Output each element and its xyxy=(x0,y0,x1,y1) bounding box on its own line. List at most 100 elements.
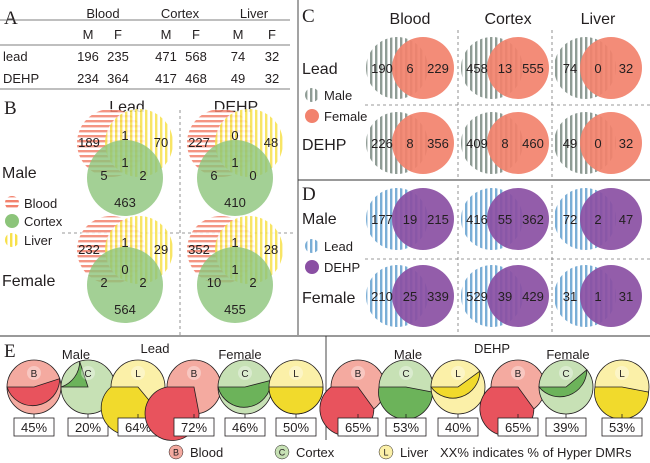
panel-a: A Blood Cortex Liver M F M F M F lead DE… xyxy=(0,6,290,90)
dehp-set-circle xyxy=(487,188,549,250)
panel-c-legend: Male Female xyxy=(305,88,367,124)
percent-box xyxy=(497,417,539,437)
venn-two-way: 177 19 215 xyxy=(366,188,454,250)
table-header-tissue: Liver xyxy=(240,6,269,21)
pie-hyper-wedge xyxy=(378,386,433,420)
venn-count: 356 xyxy=(427,136,449,151)
percent-label: 50% xyxy=(283,420,309,435)
table-header-sex: M xyxy=(233,27,244,42)
venn-count: 1 xyxy=(231,155,238,170)
column-title: Cortex xyxy=(484,11,531,28)
venn-two-way: 210 25 339 xyxy=(366,265,454,327)
pie-hyper-wedge xyxy=(594,386,649,420)
venn-count: 5 xyxy=(100,168,107,183)
sex-title: Female xyxy=(218,347,261,362)
hyper-dmr-pie: C 39% xyxy=(538,359,594,437)
pie-tissue-letter: L xyxy=(293,369,299,380)
percent-label: 45% xyxy=(21,420,47,435)
hyper-dmr-pie: L 40% xyxy=(430,359,486,437)
venn-two-way: 31 1 31 xyxy=(554,265,642,327)
venn-count: 429 xyxy=(522,289,544,304)
percent-label: 39% xyxy=(553,420,579,435)
table-header-sex: F xyxy=(268,27,276,42)
table-row-label: lead xyxy=(3,49,28,64)
legend-label: Liver xyxy=(24,233,53,248)
hyper-dmr-pie: B 65% xyxy=(479,359,546,437)
hyper-dmr-pie: C 20% xyxy=(60,359,116,437)
venn-count: 362 xyxy=(522,212,544,227)
pie-tissue-letter: L xyxy=(619,369,625,380)
hyper-dmr-pie: C 46% xyxy=(217,359,273,437)
dehp-set-circle xyxy=(580,188,642,250)
table-header-sex: M xyxy=(161,27,172,42)
blood-legend-badge xyxy=(168,444,184,460)
percent-box xyxy=(545,417,587,437)
venn-count: 177 xyxy=(371,212,393,227)
venn-count: 6 xyxy=(210,168,217,183)
legend-badge-letter: C xyxy=(279,448,286,458)
liver-legend-badge xyxy=(378,444,394,460)
percent-box xyxy=(13,417,55,437)
pie-tissue-letter: C xyxy=(84,369,91,380)
pie-hyper-wedge xyxy=(538,368,588,398)
venn-count: 0 xyxy=(594,61,601,76)
venn-two-way: 49 0 32 xyxy=(554,112,642,174)
venn-count: 55 xyxy=(498,212,512,227)
venn-count: 352 xyxy=(188,242,210,257)
column-title: Liver xyxy=(581,11,616,28)
table-cell: 74 xyxy=(231,49,245,64)
venn-two-way: 190 6 229 xyxy=(366,37,454,99)
dehp-set-circle xyxy=(580,265,642,327)
sex-title: Female xyxy=(546,347,589,362)
female-set-circle xyxy=(487,37,549,99)
cortex-legend-badge xyxy=(274,444,290,460)
venn-count: 339 xyxy=(427,289,449,304)
panel-e-legend: B Blood C Cortex L Liver XX% indicates % of Hy… xyxy=(168,444,632,460)
venn-count: 8 xyxy=(406,136,413,151)
table-row-label: DEHP xyxy=(3,71,39,86)
table-cell: 364 xyxy=(107,71,129,86)
venn-count: 210 xyxy=(371,289,393,304)
venn-count: 72 xyxy=(563,212,577,227)
table-cell: 49 xyxy=(231,71,245,86)
percent-box xyxy=(275,417,317,437)
pie-tissue-letter: C xyxy=(402,369,409,380)
hyper-dmr-pie: L 50% xyxy=(268,359,324,437)
group-title: Lead xyxy=(141,341,170,356)
venn-count: 48 xyxy=(264,135,278,150)
percent-label: 20% xyxy=(75,420,101,435)
pie-hyper-wedge xyxy=(60,361,89,388)
table-cell: 235 xyxy=(107,49,129,64)
hyper-dmr-pie: L 53% xyxy=(594,359,650,437)
venn-count: 0 xyxy=(594,136,601,151)
venn-two-way: 458 13 555 xyxy=(461,37,549,99)
female-legend-swatch xyxy=(305,109,319,123)
percent-box xyxy=(385,417,427,437)
legend-label: Liver xyxy=(400,445,429,460)
venn-count: 0 xyxy=(121,262,128,277)
cortex-set-circle xyxy=(87,140,163,216)
dehp-set-circle xyxy=(487,265,549,327)
table-cell: 471 xyxy=(155,49,177,64)
pie-letter-badge xyxy=(27,366,41,380)
row-title: Male xyxy=(2,165,37,182)
cortex-set-circle xyxy=(197,247,273,323)
legend-note: XX% indicates % of Hyper DMRs xyxy=(440,445,632,460)
venn-two-way: 529 39 429 xyxy=(461,265,549,327)
hyper-dmr-pie: B 45% xyxy=(6,359,62,437)
venn-count: 13 xyxy=(498,61,512,76)
venn-count: 227 xyxy=(188,135,210,150)
pie-tissue-letter: B xyxy=(355,369,362,380)
venn-count: 460 xyxy=(522,136,544,151)
panel-c-letter: C xyxy=(302,6,315,27)
table-cell: 196 xyxy=(77,49,99,64)
venn-count: 47 xyxy=(619,212,633,227)
percent-box xyxy=(437,417,479,437)
legend-label: DEHP xyxy=(324,260,360,275)
pie-tissue-letter: B xyxy=(31,369,38,380)
row-title: DEHP xyxy=(302,137,346,154)
venn-count: 458 xyxy=(466,61,488,76)
table-cell: 568 xyxy=(185,49,207,64)
